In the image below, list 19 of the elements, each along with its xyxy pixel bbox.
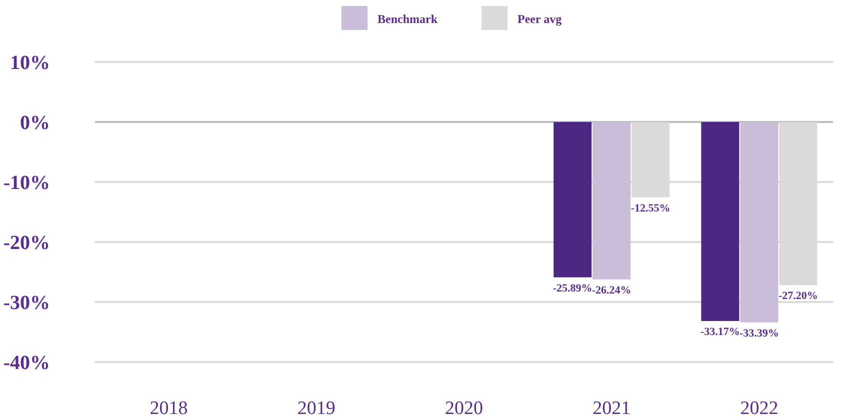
data-label: -27.20% xyxy=(778,290,818,302)
y-tick-label: -40% xyxy=(3,352,50,374)
x-tick-label: 2018 xyxy=(150,398,188,417)
y-tick-label: -10% xyxy=(3,172,50,194)
legend-label: Peer avg xyxy=(518,12,562,26)
data-label: -26.24% xyxy=(592,284,632,296)
data-label: -25.89% xyxy=(552,282,592,294)
x-tick-label: 2021 xyxy=(592,398,631,417)
legend-label: Benchmark xyxy=(378,12,438,26)
x-tick-label: 2019 xyxy=(297,398,336,417)
x-tick-label: 2020 xyxy=(445,398,483,417)
x-tick-label: 2022 xyxy=(740,398,778,417)
data-label: -33.39% xyxy=(739,327,779,340)
y-tick-label: -20% xyxy=(3,232,50,254)
y-tick-label: 0% xyxy=(20,112,50,134)
data-label: -33.17% xyxy=(700,326,740,338)
y-tick-label: 10% xyxy=(10,52,50,74)
data-label: -12.55% xyxy=(630,202,670,214)
y-tick-label: -30% xyxy=(3,292,50,314)
